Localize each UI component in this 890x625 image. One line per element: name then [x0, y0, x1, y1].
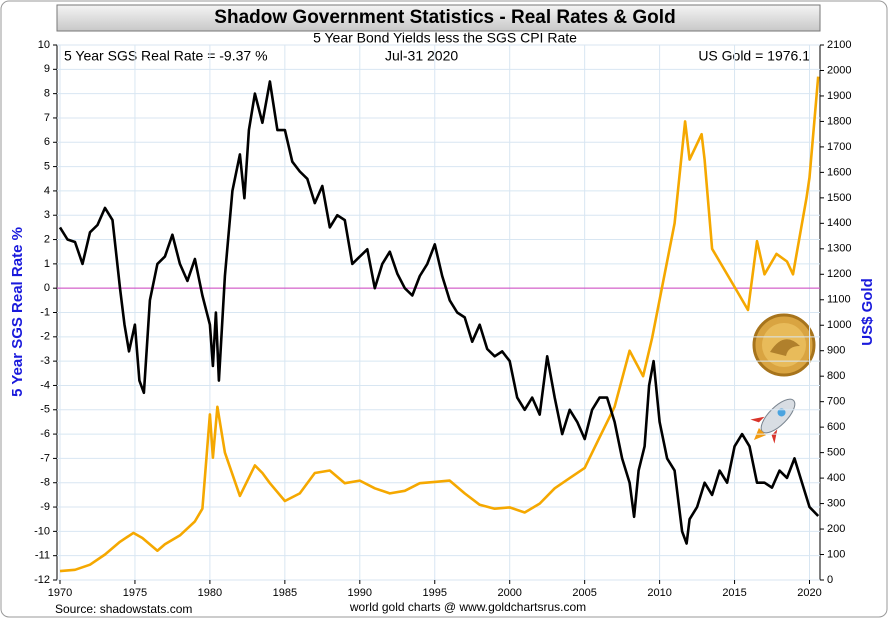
- y-tick-label: 0: [44, 282, 50, 294]
- y-tick-label: 8: [44, 88, 50, 100]
- annotation: US Gold = 1976.1: [698, 48, 810, 64]
- y2-tick-label: 1800: [827, 115, 851, 127]
- y2-tick-label: 1000: [827, 319, 851, 331]
- grid: [57, 44, 820, 581]
- y2-tick-label: 2000: [827, 64, 851, 76]
- y2-axis-label: US$ Gold: [859, 278, 876, 346]
- y-tick-label: -3: [40, 355, 50, 367]
- y-tick-label: 1: [44, 258, 50, 270]
- source: Source: shadowstats.com: [55, 602, 192, 616]
- series-line: [59, 76, 820, 573]
- x-tick-label: 2020: [797, 587, 821, 599]
- y-tick-label: 5: [44, 160, 50, 172]
- x-tick-label: 2010: [647, 587, 671, 599]
- y-tick-label: -6: [40, 428, 50, 440]
- y2-tick-label: 800: [827, 370, 845, 382]
- y2-tick-label: 900: [827, 345, 845, 357]
- y-tick-label: -8: [40, 477, 50, 489]
- y-tick-label: -2: [40, 331, 50, 343]
- y-tick-label: 9: [44, 63, 50, 75]
- y-tick-label: -10: [34, 525, 50, 537]
- y2-tick-label: 200: [827, 523, 845, 535]
- y-tick-label: -11: [35, 550, 50, 562]
- y-tick-label: 7: [44, 112, 50, 124]
- y-tick-label: -9: [40, 501, 50, 513]
- x-tick-label: 2015: [722, 587, 746, 599]
- y-tick-label: 10: [38, 39, 50, 51]
- y2-tick-label: 1500: [827, 192, 851, 204]
- series-line: [58, 80, 820, 545]
- subtitle: 5 Year Bond Yields less the SGS CPI Rate: [313, 30, 577, 46]
- x-tick-label: 1975: [123, 587, 147, 599]
- y2-tick-label: 2100: [827, 39, 851, 51]
- x-tick-label: 1995: [423, 587, 447, 599]
- annotation: 5 Year SGS Real Rate = -9.37 %: [64, 48, 268, 64]
- y2-tick-label: 500: [827, 447, 845, 459]
- y2-tick-label: 1700: [827, 141, 851, 153]
- y2-tick-label: 300: [827, 497, 845, 509]
- x-tick-label: 1985: [273, 587, 297, 599]
- y2-tick-label: 100: [827, 548, 845, 560]
- credit: world gold charts @ www.goldchartsrus.co…: [349, 600, 586, 614]
- coin-icon: [752, 313, 816, 377]
- y2-tick-label: 600: [827, 421, 845, 433]
- y-axis-label: 5 Year SGS Real Rate %: [9, 227, 26, 397]
- y-tick-label: -5: [40, 404, 50, 416]
- y2-tick-label: 1200: [827, 268, 851, 280]
- y2-tick-label: 1100: [827, 294, 851, 306]
- y-tick-label: 6: [44, 136, 50, 148]
- title-box: [56, 4, 821, 32]
- y-tick-label: 2: [44, 233, 50, 245]
- y2-tick-label: 0: [827, 574, 833, 586]
- x-tick-label: 2000: [497, 587, 521, 599]
- y-tick-label: 4: [44, 185, 50, 197]
- y2-tick-label: 1900: [827, 90, 851, 102]
- y2-tick-label: 1400: [827, 217, 851, 229]
- y2-tick-label: 1300: [827, 243, 851, 255]
- y-tick-label: -1: [40, 306, 50, 318]
- x-tick-label: 2005: [572, 587, 596, 599]
- chart-title: Shadow Government Statistics - Real Rate…: [214, 7, 675, 28]
- x-tick-label: 1970: [48, 587, 72, 599]
- x-tick-label: 1990: [348, 587, 372, 599]
- y2-tick-label: 1600: [827, 166, 851, 178]
- y2-tick-label: 400: [827, 472, 845, 484]
- y-tick-label: -12: [34, 574, 50, 586]
- y-tick-label: -7: [40, 452, 50, 464]
- x-tick-label: 1980: [198, 587, 222, 599]
- y2-tick-label: 700: [827, 396, 845, 408]
- annotation: Jul-31 2020: [385, 48, 458, 64]
- y-tick-label: 3: [44, 209, 50, 221]
- y-tick-label: -4: [40, 379, 50, 391]
